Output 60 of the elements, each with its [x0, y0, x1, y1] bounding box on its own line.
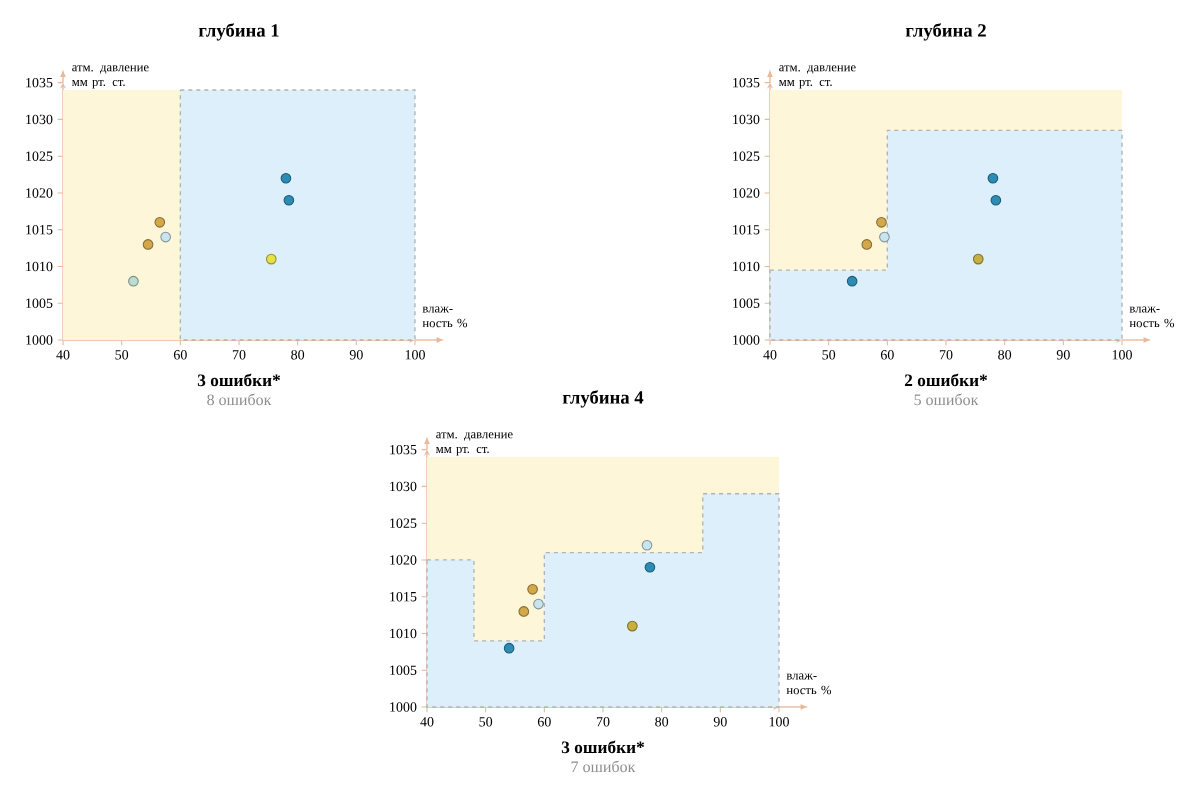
- y-tick-label: 1035: [733, 77, 760, 88]
- x-tick-label: 70: [596, 717, 610, 727]
- chart-title: глубина 1: [198, 23, 279, 41]
- y-tick-label: 1010: [390, 628, 417, 639]
- chart-title: глубина 4: [562, 390, 644, 408]
- x-tick-label: 90: [1056, 350, 1070, 360]
- y-tick-label: 1000: [390, 702, 417, 712]
- y-tick-label: 1005: [390, 665, 417, 675]
- text: 7 ошибок: [571, 760, 636, 773]
- y-tick-label: 1005: [26, 298, 53, 308]
- y-tick-label: 1030: [390, 481, 417, 492]
- x-tick-label: 70: [939, 350, 953, 360]
- x-tick-label: 90: [349, 350, 363, 360]
- x-tick-label: 70: [232, 350, 246, 360]
- text: 2 ошибки*: [904, 373, 988, 387]
- y-tick-label: 1015: [26, 224, 53, 235]
- y-tick-label: 1025: [390, 518, 417, 528]
- y-tick-label: 1000: [26, 335, 53, 345]
- text: 5 ошибок: [914, 393, 979, 406]
- text: 3 ошибки*: [561, 740, 645, 754]
- x-tick-label: 80: [998, 350, 1012, 360]
- y-tick-label: 1030: [733, 114, 760, 125]
- x-tick-label: 80: [291, 350, 305, 360]
- x-tick-label: 50: [822, 350, 836, 360]
- y-tick-label: 1020: [26, 188, 53, 198]
- text: 3 ошибки*: [197, 373, 281, 387]
- y-axis-title: атм. давление мм рт. ст.: [72, 65, 149, 89]
- text: 8 ошибок: [207, 393, 272, 406]
- x-axis-title: влаж-ность %: [1129, 306, 1175, 328]
- x-tick-label: 100: [1112, 350, 1132, 360]
- y-tick-label: 1000: [733, 335, 760, 345]
- x-axis-title: влаж-ность %: [786, 673, 832, 695]
- y-tick-label: 1030: [26, 114, 53, 125]
- y-tick-label: 1025: [733, 151, 760, 161]
- x-tick-label: 100: [405, 350, 425, 360]
- y-tick-label: 1035: [26, 77, 53, 88]
- x-tick-label: 40: [420, 717, 434, 727]
- x-tick-label: 60: [537, 717, 551, 727]
- x-tick-label: 60: [880, 350, 894, 360]
- y-tick-label: 1020: [390, 555, 417, 565]
- x-tick-label: 90: [713, 717, 727, 727]
- y-tick-label: 1025: [26, 151, 53, 161]
- chart-title: глубина 2: [905, 23, 986, 41]
- y-axis-title: атм. давление мм рт. ст.: [436, 432, 513, 456]
- y-axis-title: атм. давление мм рт. ст.: [779, 65, 856, 89]
- x-tick-label: 40: [56, 350, 70, 360]
- x-tick-label: 40: [763, 350, 777, 360]
- y-tick-label: 1015: [733, 224, 760, 235]
- y-tick-label: 1005: [733, 298, 760, 308]
- y-tick-label: 1010: [26, 261, 53, 272]
- x-tick-label: 80: [655, 717, 669, 727]
- y-tick-label: 1010: [733, 261, 760, 272]
- y-tick-label: 1035: [390, 444, 417, 455]
- y-tick-label: 1020: [733, 188, 760, 198]
- x-tick-label: 60: [173, 350, 187, 360]
- x-tick-label: 50: [115, 350, 129, 360]
- x-tick-label: 100: [769, 717, 789, 727]
- y-tick-label: 1015: [390, 591, 417, 602]
- x-axis-title: влаж-ность %: [422, 306, 468, 328]
- x-tick-label: 50: [479, 717, 493, 727]
